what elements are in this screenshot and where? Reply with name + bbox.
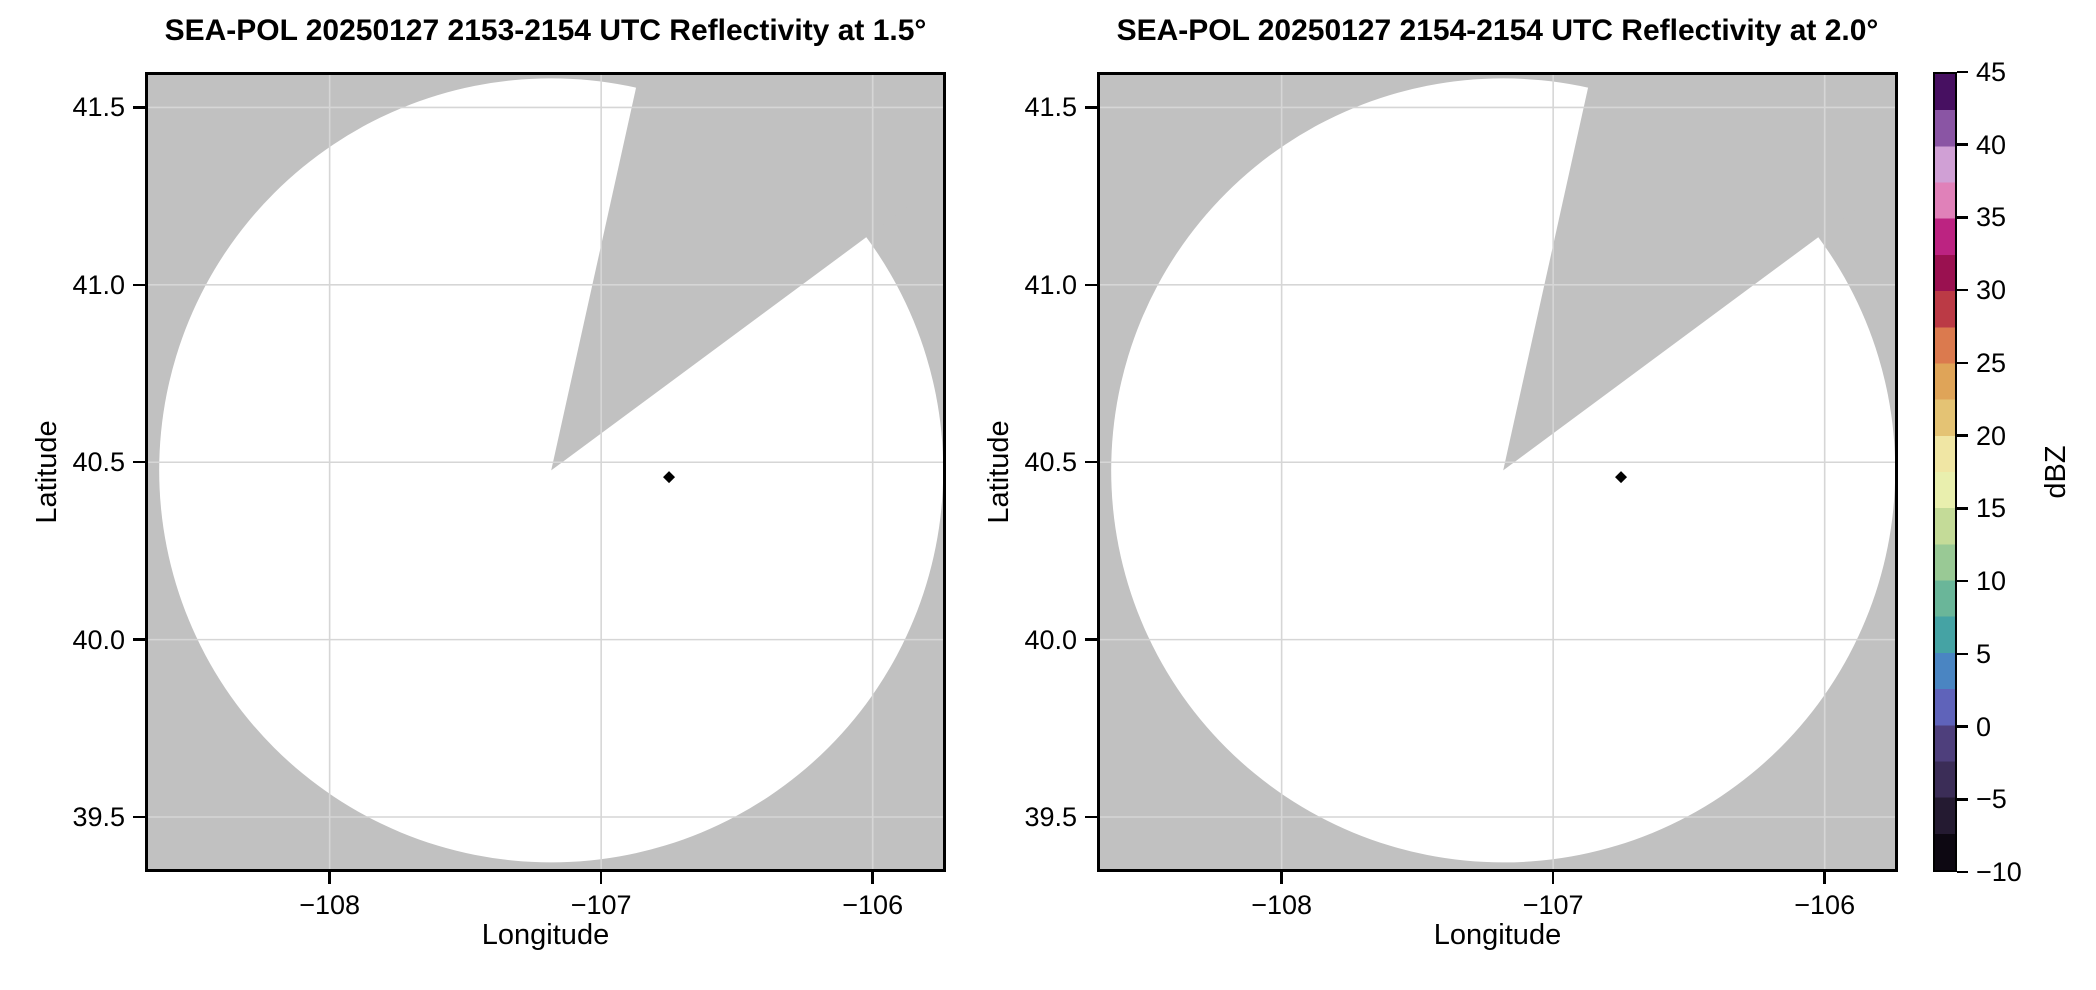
- colorbar-tick-mark: [1957, 579, 1968, 583]
- x-tick-mark: [871, 872, 874, 884]
- colorbar-tick-label: 10: [1976, 566, 2007, 597]
- missing-sector-wedge: [551, 72, 946, 471]
- y-tick-label: 41.5: [72, 92, 125, 123]
- x-tick-label: −106: [842, 890, 904, 920]
- y-tick-label: 40.0: [1024, 624, 1077, 655]
- missing-sector-wedge: [1503, 72, 1898, 471]
- colorbar-tick-label: 5: [1976, 638, 1992, 669]
- y-tick-mark: [1085, 106, 1097, 109]
- y-tick-label: 39.5: [72, 802, 125, 832]
- y-tick-mark: [1085, 815, 1097, 819]
- colorbar-tick-label: −10: [1976, 857, 2022, 887]
- colorbar-tick-label: 15: [1976, 493, 2007, 524]
- colorbar-tick-label: 0: [1976, 711, 1992, 742]
- colorbar-tick-label: 40: [1976, 129, 2007, 160]
- y-tick-label: 41.5: [1024, 92, 1077, 123]
- y-tick-mark: [1085, 460, 1097, 464]
- colorbar-tick-label: 45: [1976, 57, 2007, 87]
- x-tick-mark: [1823, 872, 1826, 884]
- colorbar-tick-mark: [1957, 143, 1968, 146]
- colorbar-tick-label: 25: [1976, 347, 2007, 378]
- colorbar-tick-mark: [1957, 652, 1968, 656]
- colorbar-tick-mark: [1957, 361, 1968, 365]
- x-tick-mark: [1280, 872, 1283, 884]
- x-tick-mark: [328, 872, 331, 884]
- panel-title: SEA-POL 20250127 2153-2154 UTC Reflectiv…: [164, 14, 927, 47]
- x-tick-label: −107: [570, 890, 632, 920]
- colorbar-tick-label: −5: [1976, 784, 2007, 815]
- x-tick-label: −107: [1522, 890, 1584, 920]
- colorbar-gradient: [1933, 72, 1957, 872]
- colorbar-tick-mark: [1957, 288, 1968, 292]
- plot-spine: [1097, 72, 1898, 872]
- echo-point: [663, 471, 676, 484]
- y-tick-label: 40.0: [72, 624, 125, 655]
- colorbar-tick-mark: [1957, 434, 1968, 437]
- y-tick-mark: [1085, 638, 1097, 641]
- colorbar-tick-mark: [1957, 70, 1968, 74]
- radar-plot-area: [1097, 72, 1898, 872]
- panel-title: SEA-POL 20250127 2154-2154 UTC Reflectiv…: [1116, 14, 1879, 47]
- y-tick-label: 39.5: [1024, 802, 1077, 832]
- x-tick-mark: [599, 872, 603, 884]
- y-tick-mark: [133, 106, 145, 109]
- plot-spine: [145, 72, 946, 872]
- y-tick-mark: [133, 460, 145, 464]
- y-tick-label: 40.5: [72, 447, 125, 478]
- colorbar-tick-label: 20: [1976, 420, 2007, 451]
- x-tick-label: −108: [1251, 890, 1313, 920]
- y-tick-label: 41.0: [72, 269, 125, 300]
- x-axis-label: Longitude: [481, 919, 610, 951]
- colorbar-tick-mark: [1957, 725, 1968, 728]
- colorbar-tick-label: 35: [1976, 202, 2007, 233]
- y-tick-label: 41.0: [1024, 269, 1077, 300]
- colorbar-axis-label: dBZ: [2040, 445, 2072, 499]
- colorbar-tick-mark: [1957, 798, 1968, 801]
- colorbar-tick-mark: [1957, 216, 1968, 219]
- x-tick-label: −106: [1794, 890, 1856, 920]
- radar-plot-area: [145, 72, 946, 872]
- y-tick-mark: [133, 638, 145, 641]
- colorbar-tick-mark: [1957, 870, 1968, 874]
- x-tick-mark: [1551, 872, 1555, 884]
- y-tick-label: 40.5: [1024, 447, 1077, 478]
- y-tick-mark: [133, 283, 145, 287]
- colorbar-tick-mark: [1957, 507, 1968, 510]
- x-tick-label: −108: [299, 890, 361, 920]
- x-axis-label: Longitude: [1433, 919, 1562, 951]
- colorbar-tick-label: 30: [1976, 275, 2007, 306]
- echo-point: [1615, 471, 1628, 484]
- y-tick-mark: [1085, 283, 1097, 287]
- y-tick-mark: [133, 815, 145, 819]
